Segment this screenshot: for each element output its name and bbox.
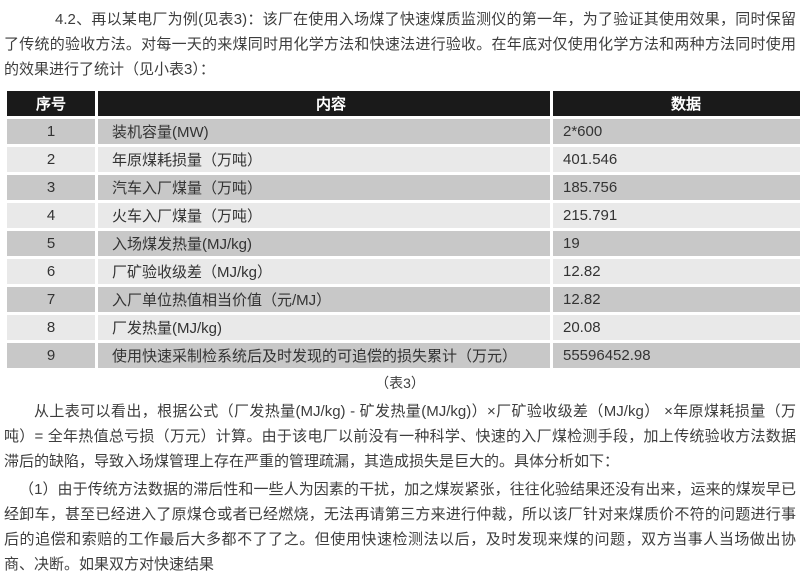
table-row: 9 使用快速采制检系统后及时发现的可追偿的损失累计（万元） 55596452.98 [7, 343, 800, 368]
row-index-cell: 5 [7, 231, 95, 256]
table-row: 4 火车入厂煤量（万吨） 215.791 [7, 203, 800, 228]
table-header-row: 序号 内容 数据 [7, 91, 800, 116]
intro-paragraph: 4.2、再以某电厂为例(见表3)：该厂在使用入场煤了快速煤质监测仪的第一年，为了… [4, 11, 796, 78]
row-content-cell: 年原煤耗损量（万吨） [98, 147, 550, 172]
table-row: 2 年原煤耗损量（万吨） 401.546 [7, 147, 800, 172]
table-row: 5 入场煤发热量(MJ/kg) 19 [7, 231, 800, 256]
row-index-cell: 1 [7, 119, 95, 144]
row-data-cell: 185.756 [553, 175, 800, 200]
row-content-cell: 厂发热量(MJ/kg) [98, 315, 550, 340]
row-data-cell: 215.791 [553, 203, 800, 228]
table-header: 序号 内容 数据 [7, 91, 800, 116]
analysis-paragraph: 从上表可以看出，根据公式（厂发热量(MJ/kg) - 矿发热量(MJ/kg)）×… [4, 403, 796, 470]
table-body: 1 装机容量(MW) 2*600 2 年原煤耗损量（万吨） 401.546 3 汽车入厂煤量（… [7, 119, 800, 368]
row-index-cell: 7 [7, 287, 95, 312]
header-cell-data: 数据 [553, 91, 800, 116]
row-content-cell: 使用快速采制检系统后及时发现的可追偿的损失累计（万元） [98, 343, 550, 368]
header-cell-index: 序号 [7, 91, 95, 116]
row-content-cell: 汽车入厂煤量（万吨） [98, 175, 550, 200]
table-row: 8 厂发热量(MJ/kg) 20.08 [7, 315, 800, 340]
row-index-cell: 2 [7, 147, 95, 172]
row-index-cell: 6 [7, 259, 95, 284]
row-data-cell: 20.08 [553, 315, 800, 340]
row-data-cell: 55596452.98 [553, 343, 800, 368]
row-content-cell: 入厂单位热值相当价值（元/MJ） [98, 287, 550, 312]
table-row: 6 厂矿验收级差（MJ/kg） 12.82 [7, 259, 800, 284]
row-data-cell: 12.82 [553, 259, 800, 284]
row-content-cell: 入场煤发热量(MJ/kg) [98, 231, 550, 256]
point1-paragraph: （1）由于传统方法数据的滞后性和一些人为因素的干扰，加之煤炭紧张，往往化验结果还… [4, 481, 796, 573]
row-index-cell: 3 [7, 175, 95, 200]
row-content-cell: 厂矿验收级差（MJ/kg） [98, 259, 550, 284]
table-row: 3 汽车入厂煤量（万吨） 185.756 [7, 175, 800, 200]
table-caption: （表3） [375, 375, 425, 391]
row-content-cell: 装机容量(MW) [98, 119, 550, 144]
row-index-cell: 9 [7, 343, 95, 368]
row-data-cell: 12.82 [553, 287, 800, 312]
table-row: 7 入厂单位热值相当价值（元/MJ） 12.82 [7, 287, 800, 312]
row-data-cell: 19 [553, 231, 800, 256]
row-content-cell: 火车入厂煤量（万吨） [98, 203, 550, 228]
coal-stats-table: 序号 内容 数据 1 装机容量(MW) 2*600 2 年原煤耗损量（万吨） 401.54… [4, 88, 800, 371]
row-index-cell: 4 [7, 203, 95, 228]
row-data-cell: 401.546 [553, 147, 800, 172]
row-data-cell: 2*600 [553, 119, 800, 144]
header-cell-content: 内容 [98, 91, 550, 116]
table-row: 1 装机容量(MW) 2*600 [7, 119, 800, 144]
row-index-cell: 8 [7, 315, 95, 340]
